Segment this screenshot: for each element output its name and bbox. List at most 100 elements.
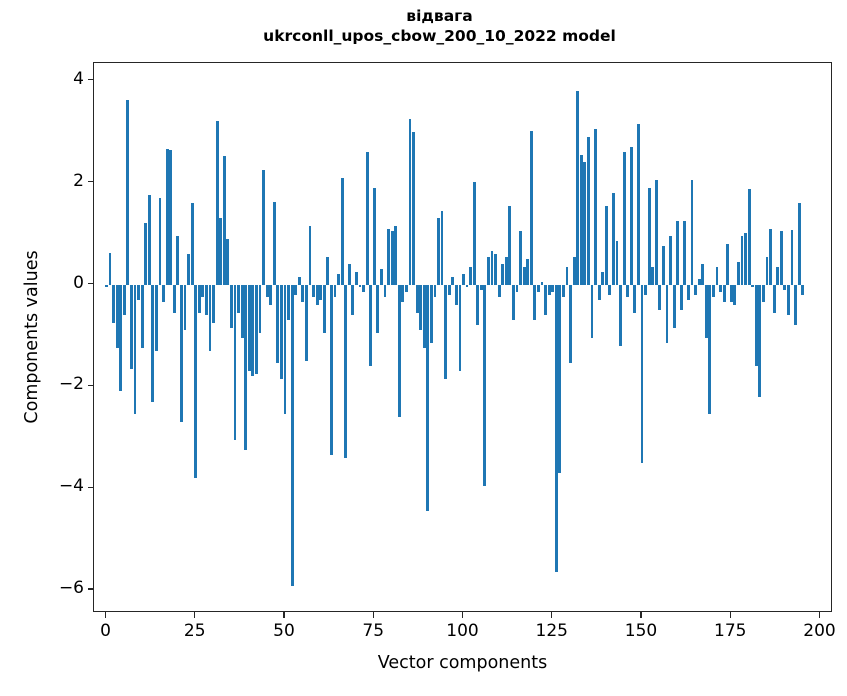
bar [155,284,158,351]
bar [212,284,215,323]
bar [701,264,705,285]
bar [754,284,758,366]
bar [597,284,601,300]
bar [776,266,780,285]
bar [758,284,762,397]
bar [665,284,669,344]
bar [619,284,622,346]
bar [487,256,490,285]
bar [165,148,169,285]
bar [294,284,298,295]
bar [194,284,198,479]
bar [587,136,590,285]
bar [322,284,326,333]
bar [122,284,126,316]
bar [226,238,230,285]
bar [615,241,619,285]
bar [601,271,605,285]
bar [187,253,191,285]
plot-axes [93,62,832,612]
bar [115,284,119,349]
bar [255,284,258,374]
x-tick-mark [194,612,196,618]
bar [397,284,401,417]
bar [637,124,640,285]
bar [133,284,137,415]
bar [612,192,615,285]
bar [180,284,183,423]
bar [658,284,662,310]
bar [783,284,787,290]
bar [379,269,383,285]
bar [126,99,130,285]
bar [626,284,630,298]
x-tick-label: 100 [446,621,479,641]
bar [594,129,597,285]
bar [283,284,287,415]
bar [522,266,526,285]
bar [358,284,362,288]
bar [362,284,365,293]
bar [472,181,476,285]
bar [651,266,655,285]
bar [683,220,687,285]
bar [222,155,226,285]
bar [740,236,744,285]
bar [661,246,665,285]
bar [230,284,233,328]
x-tick-label: 175 [714,621,747,641]
x-tick-label: 25 [183,621,206,641]
bar [287,284,290,321]
bar [208,284,212,351]
bar [733,284,737,305]
bar [686,284,690,300]
bar [319,284,323,300]
bar [137,284,141,300]
bar [369,284,373,366]
bar [340,177,344,285]
bar [440,210,444,285]
bar [576,91,580,285]
bar [786,284,790,316]
bar [415,284,419,313]
y-tick-mark [87,180,93,183]
bar [672,284,676,328]
bar [694,284,697,295]
bar [790,229,794,285]
bar [629,147,633,285]
chart-title-main: відвага [406,7,473,25]
bar [647,187,651,285]
bar [779,231,783,285]
bar [269,284,273,305]
bar [654,180,658,285]
bar [565,266,569,285]
bar [512,284,515,321]
bar [401,284,405,303]
bar [162,284,166,303]
x-tick-label: 125 [535,621,568,641]
bar [736,261,740,285]
bar [404,284,408,293]
bar [333,284,337,298]
bar [237,284,240,313]
x-tick-label: 200 [803,621,836,641]
bar [726,243,730,285]
bar [508,205,512,285]
bar [112,284,116,323]
chart-title-sub: ukrconll_upos_cbow_200_10_2022 model [263,27,616,46]
bar [144,223,148,285]
bar [697,279,701,285]
bar [347,264,351,285]
bar [497,284,501,298]
bar [569,284,573,364]
bar [251,284,255,377]
bar [426,284,430,512]
bar [258,284,262,333]
bar [140,284,144,349]
bar [579,154,583,285]
bar [197,284,201,313]
bar [215,120,219,285]
bar [304,284,308,361]
bar [529,130,533,285]
x-tick-mark [551,612,553,618]
